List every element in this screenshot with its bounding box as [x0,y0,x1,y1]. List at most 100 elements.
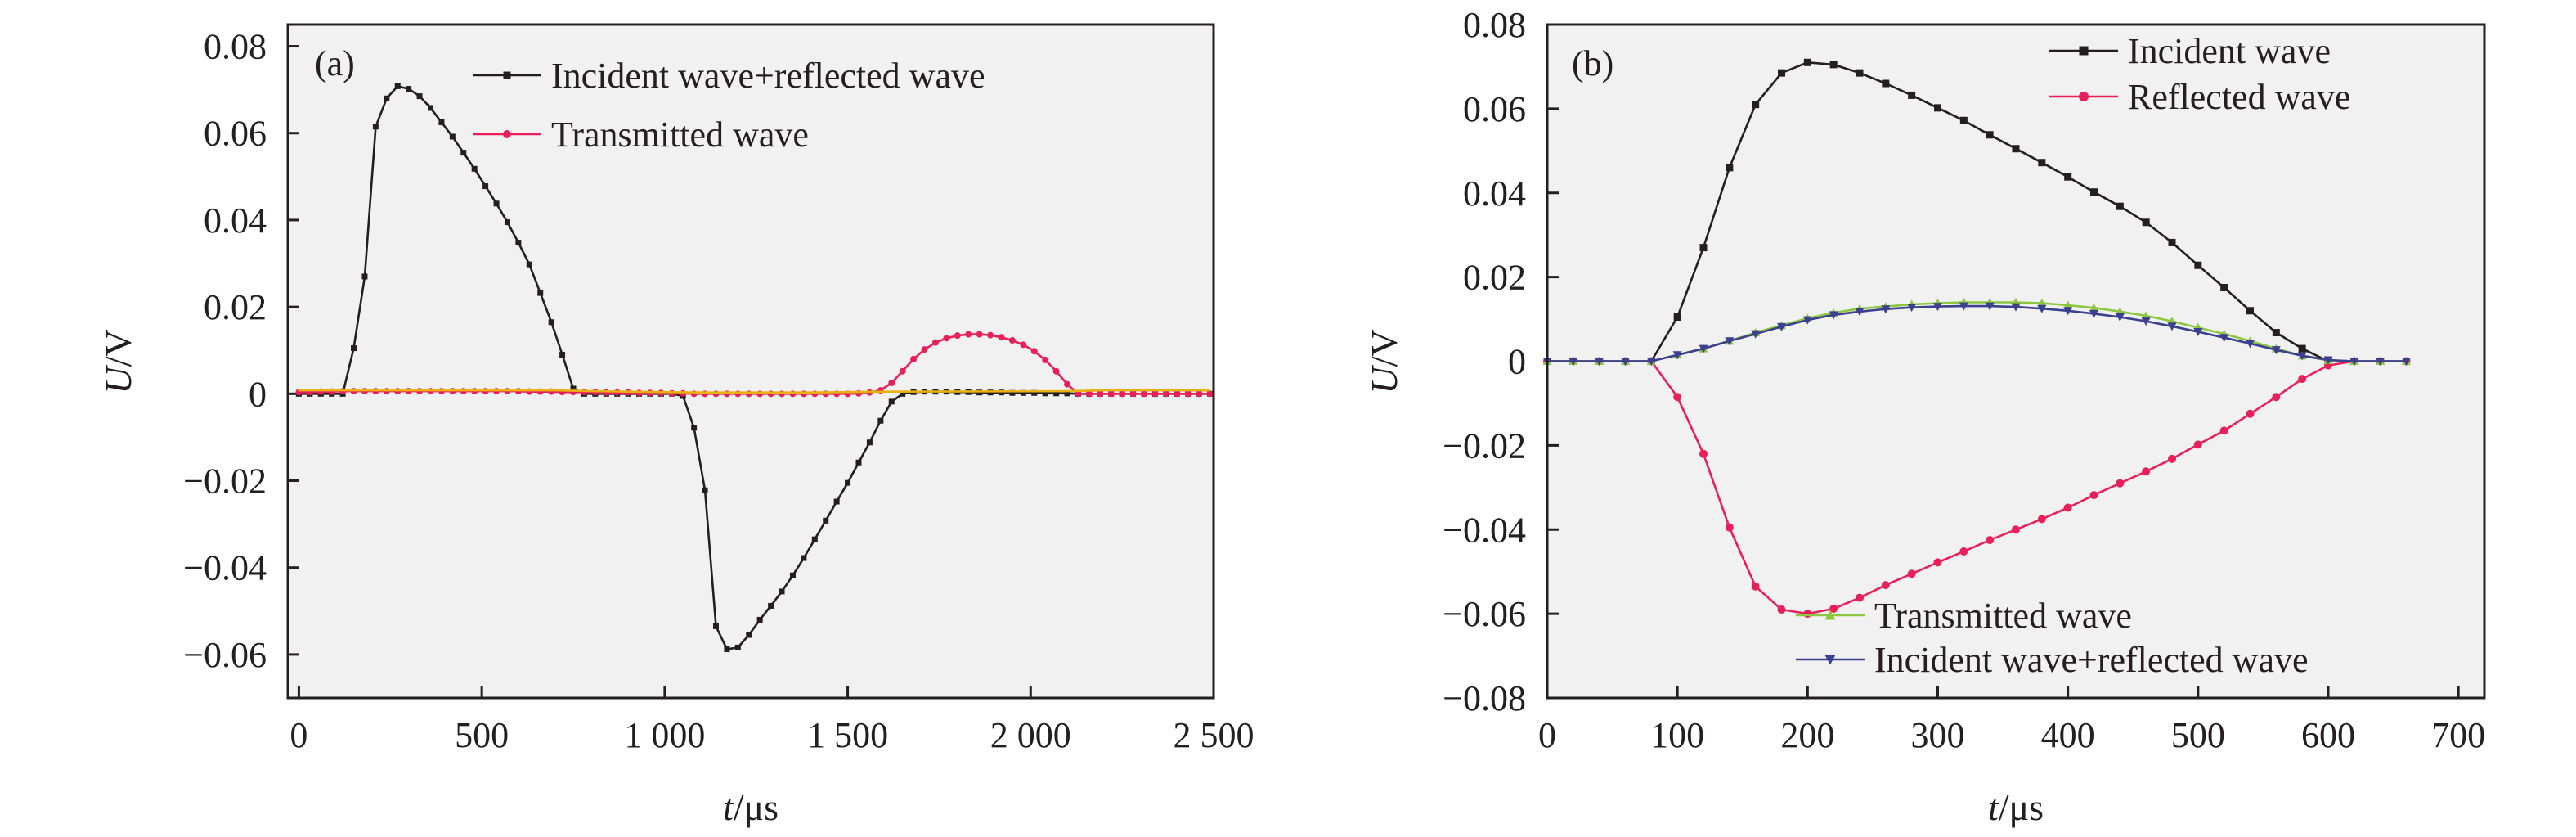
data-point [1985,302,1995,311]
data-point [482,183,489,190]
data-point [2219,426,2228,435]
data-point [2116,202,2124,210]
legend-label: Transmitted wave [1874,596,2132,636]
data-point [734,644,741,650]
data-point [603,389,610,396]
data-point [384,95,390,101]
x-tick-label: 1 000 [624,715,705,755]
data-point [2063,300,2073,309]
data-point [1621,358,1630,366]
data-point [351,345,357,352]
data-point [2038,159,2046,167]
data-point [2376,358,2385,366]
plot-area-background [288,25,1214,698]
legend-label: Transmitted wave [551,115,809,155]
data-point [954,332,961,340]
y-tick-label: −0.04 [183,548,267,588]
data-point [2246,409,2255,418]
data-point [1777,322,1786,331]
data-point [888,380,895,387]
legend-label: Incident wave+reflected wave [551,56,985,96]
series-line [1547,61,2407,362]
legend: Incident wave Reflected wave Transmitted w… [1796,31,2350,680]
data-point [1031,389,1038,396]
data-point [2037,304,2047,313]
data-point [1097,390,1104,398]
x-axis-label: t/μs [1988,786,2044,828]
y-tick-label: 0 [1508,342,1526,382]
data-point [943,335,950,342]
data-point [2402,358,2411,366]
data-point [2246,307,2254,315]
legend-entry: Transmitted wave [473,115,809,155]
data-point [1778,69,1785,77]
y-tick-label: −0.06 [1443,594,1526,634]
y-tick-label: 0.04 [204,200,267,241]
data-point [801,555,807,561]
y-tick-label: −0.06 [183,635,267,675]
data-point [855,459,862,466]
data-point [1020,389,1026,396]
data-point [1908,91,1916,99]
data-point [570,385,577,392]
x-tick-label: 500 [455,715,509,755]
data-point [1184,390,1192,398]
data-point [756,616,763,623]
y-axis-label-symbol: U [1363,365,1405,394]
x-tick-label: 2 000 [990,715,1071,755]
data-point [1803,610,1812,619]
data-point [1726,164,1734,172]
data-point [833,498,840,505]
data-point [1803,58,1811,66]
series-3 [298,389,1210,394]
data-point [779,588,785,595]
data-point [823,517,829,524]
x-axis-label-symbol: t [1988,786,1999,828]
data-point [2142,218,2150,227]
data-point [680,389,687,397]
data-point [1881,305,1891,314]
data-point [1777,605,1786,614]
data-point [1725,523,1734,532]
y-tick-label: 0.02 [1463,258,1526,298]
data-point [2116,479,2125,488]
data-point [2141,311,2151,320]
y-tick-label: −0.02 [183,461,267,502]
x-tick-label: 0 [289,715,307,755]
x-axis-label-symbol: t [723,786,734,828]
data-point [1699,344,1708,353]
chart-panel-b: 0 100 200 300 400 500 600 700 −0.08 −0.06 −0.04 −0.… [1363,5,2486,828]
y-tick-label: 0.02 [204,287,267,327]
data-point [1907,569,1916,578]
data-point [899,367,906,375]
data-point [1699,244,1708,252]
data-point [2297,352,2307,361]
y-axis-label-unit: /V [1363,329,1405,367]
legend-swatch-marker [2079,46,2089,56]
y-tick-label: 0 [249,374,267,414]
data-point [1802,316,1812,325]
data-point [1752,101,1760,109]
data-point [724,646,730,653]
data-point [2037,515,2046,524]
data-point [2168,238,2176,246]
data-point [921,346,928,353]
legend-entry: Incident wave+reflected wave [473,56,985,96]
data-point [1725,337,1735,346]
data-point [2271,346,2281,355]
data-point [2012,145,2020,153]
series-line [298,389,1210,394]
data-point [504,219,510,226]
x-axis-label-unit: /μs [734,786,779,828]
data-point [2141,317,2151,326]
data-point [1119,390,1126,398]
legend-label: Reflected wave [2128,77,2350,117]
legend-swatch-marker [1824,610,1836,620]
legend-label: Incident wave+reflected wave [1874,640,2309,680]
series-line [1547,360,2407,615]
legend-entry: Transmitted wave [1796,596,2132,636]
panel-label: (a) [315,43,355,83]
data-point [1020,341,1027,349]
data-point [406,86,412,92]
